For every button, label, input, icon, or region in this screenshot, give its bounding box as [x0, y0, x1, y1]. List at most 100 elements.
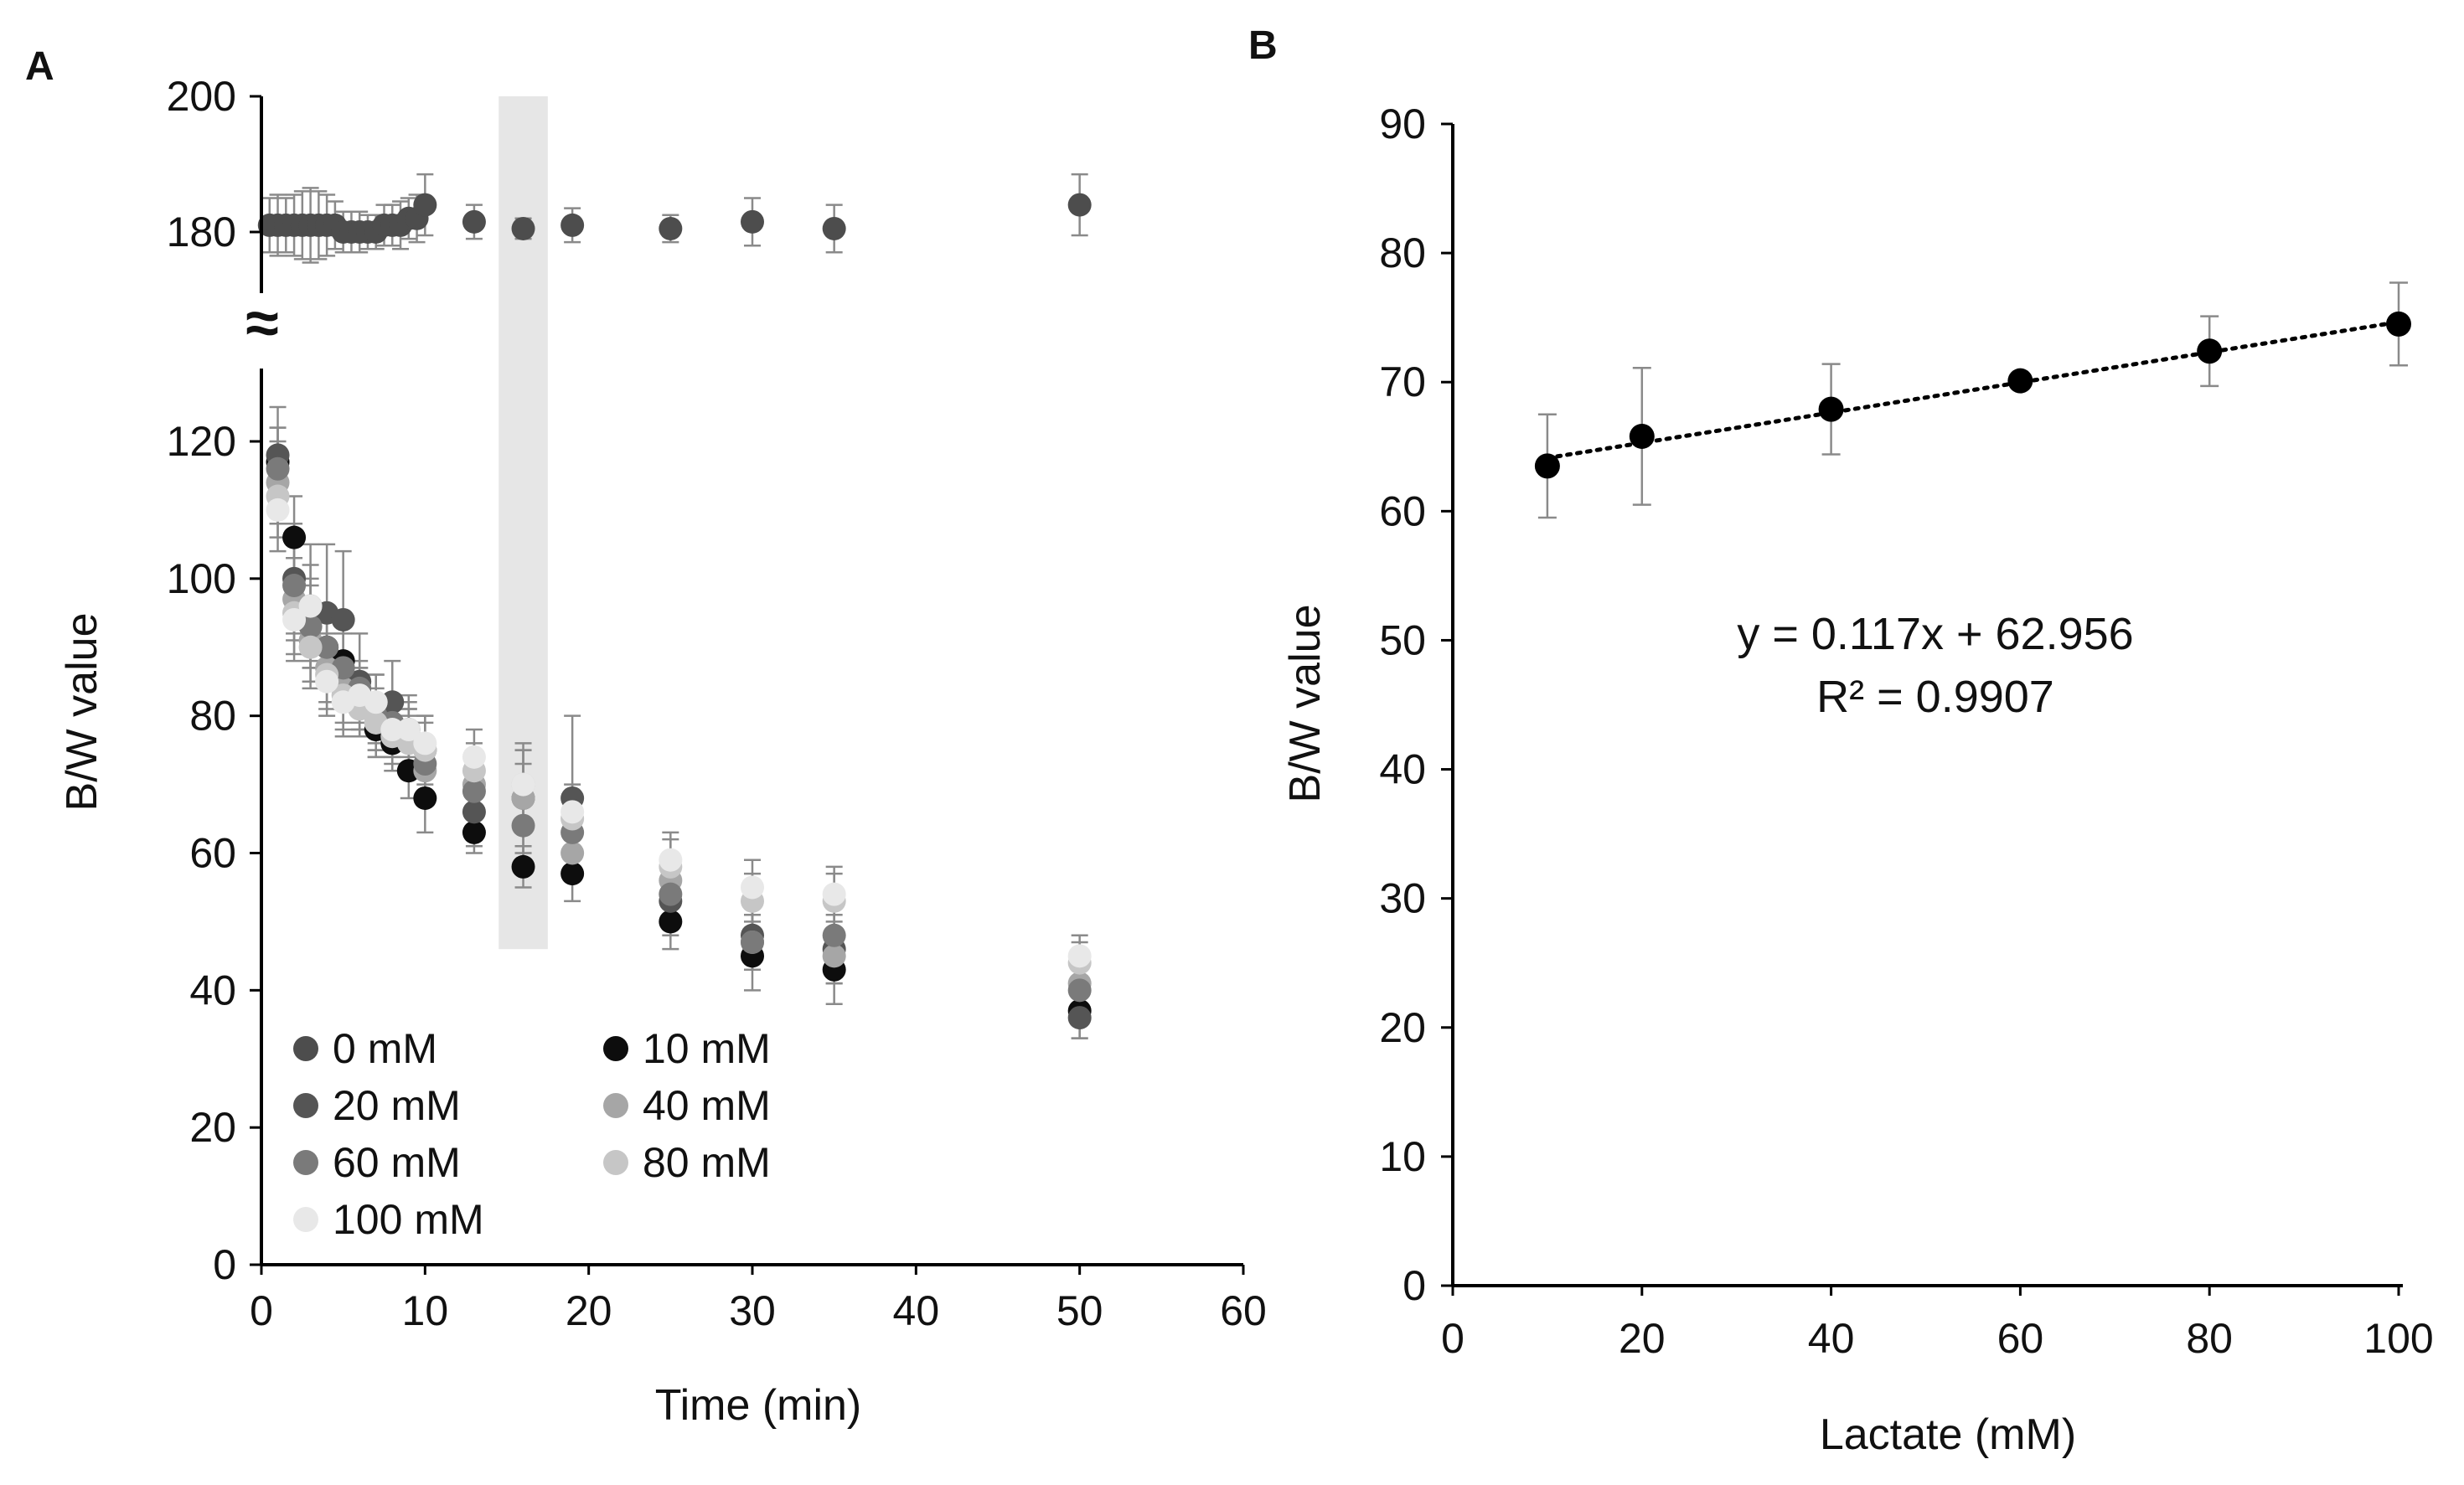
x-tick-label: 60	[1997, 1315, 2044, 1362]
data-point	[511, 772, 535, 797]
x-tick-label: 80	[2186, 1315, 2233, 1362]
legend-marker	[293, 1150, 318, 1175]
data-point	[659, 882, 683, 906]
data-point	[1534, 453, 1560, 479]
x-tick-label: 0	[250, 1287, 273, 1334]
axes: 0 20 40 60 80 100 0 10 20 30 40 50 60 70 80 90	[1379, 101, 2433, 1362]
legend-marker	[603, 1150, 628, 1175]
data-points	[1534, 311, 2411, 479]
legend-marker	[293, 1093, 318, 1118]
x-tick-label: 100	[2363, 1315, 2433, 1362]
data-point	[1067, 978, 1092, 1003]
data-point	[364, 690, 388, 714]
data-point	[1067, 944, 1092, 968]
y-tick-label: 50	[1379, 616, 1426, 663]
data-point	[511, 854, 535, 879]
data-point	[2197, 338, 2223, 364]
data-point	[560, 841, 585, 865]
x-tick-label: 50	[1056, 1287, 1103, 1334]
data-point	[462, 779, 486, 803]
data-point	[741, 875, 764, 900]
legend-marker	[603, 1036, 628, 1061]
data-point	[511, 216, 535, 240]
x-tick-label: 0	[1441, 1315, 1464, 1362]
panel-a: A 0 10 20 30 40 50 60 0 20 40 60 80 100 120 180 200 ≈ T…	[25, 44, 1267, 1430]
data-point	[1629, 423, 1655, 449]
y-tick-label: 40	[1379, 746, 1426, 793]
data-point	[380, 690, 405, 714]
ticks: 0 20 40 60 80 100 0 10 20 30 40 50 60 70 80 90	[1379, 101, 2433, 1362]
y-tick-label: 20	[189, 1104, 236, 1151]
data-point	[659, 910, 683, 934]
x-tick-label: 40	[1808, 1315, 1855, 1362]
y-tick-label: 0	[213, 1241, 236, 1288]
y-tick-label: 10	[1379, 1133, 1426, 1180]
x-tick-label: 10	[402, 1287, 449, 1334]
data-point	[282, 574, 307, 598]
data-point	[659, 848, 683, 872]
data-point	[315, 635, 339, 659]
data-point	[282, 525, 307, 549]
x-tick-label: 20	[1619, 1315, 1666, 1362]
legend-label: 60 mM	[333, 1139, 461, 1186]
data-point	[266, 456, 290, 481]
data-point	[1067, 1006, 1092, 1030]
data-point	[822, 216, 846, 240]
y-tick-label: 70	[1379, 358, 1426, 405]
y-tick-label: 100	[167, 555, 236, 602]
x-tick-label: 20	[566, 1287, 612, 1334]
data-point	[266, 498, 290, 522]
legend-label: 100 mM	[333, 1196, 484, 1243]
data-point	[2007, 368, 2033, 394]
data-point	[741, 209, 764, 234]
data-point	[741, 930, 764, 954]
y-tick-label: 30	[1379, 875, 1426, 922]
ticks: 0 10 20 30 40 50 60 0 20 40 60 80 100 120 180 200	[167, 73, 1267, 1334]
data-points	[257, 193, 1092, 1030]
data-point	[1067, 193, 1092, 217]
x-axis-title: Time (min)	[655, 1381, 862, 1430]
legend-label: 0 mM	[333, 1025, 437, 1072]
trendline-equation: y = 0.117x + 62.956	[1737, 609, 2133, 659]
data-point	[511, 813, 535, 838]
y-tick-label: 90	[1379, 101, 1426, 147]
data-point	[298, 594, 323, 618]
data-point	[380, 718, 405, 742]
legend-label: 40 mM	[643, 1082, 771, 1129]
data-point	[413, 786, 437, 810]
data-point	[331, 607, 355, 632]
y-tick-label: 200	[167, 73, 236, 120]
data-point	[462, 820, 486, 844]
trendline	[1545, 319, 2401, 461]
data-point	[282, 607, 307, 632]
data-point	[298, 635, 323, 659]
legend-label: 10 mM	[643, 1025, 771, 1072]
data-point	[1818, 396, 1844, 422]
y-tick-label: 60	[189, 830, 236, 877]
y-tick-label: 40	[189, 967, 236, 1013]
data-point	[2386, 311, 2411, 337]
data-point	[560, 862, 585, 886]
axes: 0 10 20 30 40 50 60 0 20 40 60 80 100 120 180 200 ≈	[167, 73, 1267, 1334]
y-axis-title: B/W value	[1281, 605, 1330, 803]
y-tick-label: 120	[167, 418, 236, 465]
y-tick-label: 180	[167, 209, 236, 255]
legend-marker	[293, 1207, 318, 1232]
y-tick-label: 0	[1402, 1262, 1426, 1309]
data-point	[315, 669, 339, 694]
data-point	[462, 745, 486, 769]
legend: 0 mM 10 mM 20 mM 40 mM 60 mM 80 mM 100 mM	[293, 1025, 771, 1243]
x-tick-label: 60	[1220, 1287, 1267, 1334]
legend-marker	[293, 1036, 318, 1061]
y-axis-title: B/W value	[58, 613, 106, 812]
data-point	[659, 216, 683, 240]
trendline-r-squared: R² = 0.9907	[1816, 672, 2054, 722]
data-point	[462, 800, 486, 824]
data-point	[822, 923, 846, 947]
data-point	[462, 209, 486, 234]
y-tick-label: 80	[189, 693, 236, 740]
data-point	[822, 882, 846, 906]
data-point	[413, 731, 437, 755]
panel-b-label: B	[1248, 23, 1278, 68]
